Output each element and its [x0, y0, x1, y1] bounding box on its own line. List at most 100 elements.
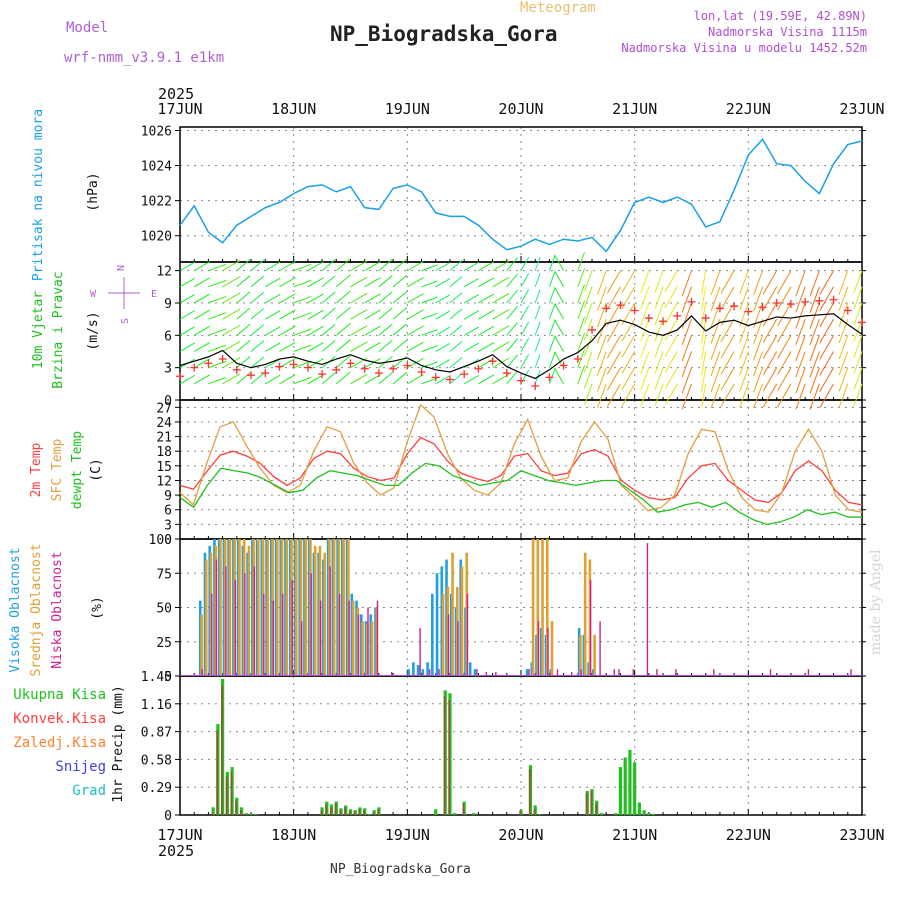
precip-total-bar [623, 757, 627, 815]
year-label-bottom: 2025 [158, 842, 194, 860]
precip-total-bar [249, 814, 253, 815]
precip-legend-item: Konvek.Kisa [13, 711, 106, 727]
wind-arrow [681, 286, 692, 313]
wind-arrow [606, 302, 621, 326]
wind-arrow [407, 309, 424, 320]
wind-arrow [463, 310, 479, 320]
model-elevation-text: Nadmorska Visina u modelu 1452.52m [621, 41, 867, 55]
cloud-low-bar [225, 566, 227, 676]
cloud-low-bar [632, 669, 634, 676]
cloud-low-bar [613, 669, 615, 676]
wind-arrow [407, 293, 424, 304]
wind-arrow [250, 324, 265, 336]
wind-arrow [710, 383, 721, 409]
cloud-low-bar [301, 621, 303, 676]
precip-convective-bar [244, 814, 247, 815]
wind-arrow [364, 374, 381, 385]
wind-axis-title-1: 10m Vjetar [31, 291, 46, 369]
cloud-mid-bar [332, 539, 336, 676]
x-tick-label-top: 18JUN [271, 100, 316, 118]
cloud-high-bar [421, 669, 425, 676]
y-tick-label: 0.29 [141, 781, 172, 796]
wind-arrow [193, 374, 210, 385]
wind-arrow [664, 286, 678, 309]
cloud-high-bar [459, 559, 463, 676]
gust-marker [502, 369, 511, 378]
wind-arrow [606, 318, 621, 343]
wind-arrow [577, 284, 586, 304]
wind-arrow [739, 335, 749, 360]
y-tick-label: 75 [156, 567, 172, 582]
wind-arrow [577, 268, 586, 287]
wind-arrow [584, 335, 593, 357]
wind-arrow [753, 351, 764, 377]
wind-arrow [435, 326, 450, 336]
cloud-mid-bar [588, 559, 592, 676]
wind-arrow [795, 286, 806, 313]
gust-marker [801, 297, 810, 306]
wind-arrow [838, 302, 849, 328]
cloud-mid-bar [550, 621, 554, 676]
cloud-low-bar [253, 566, 256, 676]
cloud-high-bar [412, 662, 415, 676]
cloud-mid-bar [257, 539, 260, 676]
wind-arrow [654, 351, 664, 374]
precip-total-bar [538, 814, 542, 815]
wind-arrow [193, 261, 210, 272]
precip-total-bar [628, 749, 632, 815]
wind-arrow [307, 309, 324, 320]
wind-arrow [293, 328, 312, 336]
gust-marker [559, 361, 568, 370]
precip-convective-bar [225, 776, 228, 815]
wind-arrow [506, 322, 518, 336]
gust-marker [445, 375, 454, 384]
cloud-high-bar [255, 539, 259, 676]
precip-total-bar [618, 767, 623, 815]
cloud-low-bar [234, 580, 237, 676]
wind-arrow [492, 325, 510, 336]
gust-marker [303, 363, 312, 372]
x-tick-label-top: 23JUN [839, 100, 884, 118]
wind-arrow [853, 335, 863, 358]
wind-arrow [463, 374, 479, 385]
wind-arrow [654, 318, 664, 342]
wind-arrow [640, 302, 650, 326]
gust-marker [176, 372, 184, 381]
cloud-high-bar [288, 539, 292, 676]
gust-marker [858, 318, 866, 327]
precip-total-bar [647, 813, 651, 815]
precip-total-bar [599, 813, 604, 815]
y-tick-label: 1.45 [141, 670, 172, 685]
gust-marker [204, 359, 213, 368]
wind-arrow [819, 318, 835, 344]
gust-marker [772, 298, 781, 307]
wind-arrow [701, 367, 707, 392]
x-tick-label-top: 17JUN [157, 100, 202, 118]
wind-arrow [350, 309, 368, 320]
wind-arrow [222, 340, 241, 352]
gust-marker [232, 365, 241, 374]
cloud-low-axis-title: Niska Oblacnost [50, 551, 65, 668]
cloud-high-axis-title: Visoka Oblacnost [8, 547, 23, 672]
wind-arrow [392, 258, 408, 272]
precip-convective-bar [448, 699, 451, 815]
precip-convective-bar [372, 812, 375, 815]
wind-arrow [193, 309, 210, 320]
cloud-high-bar [331, 539, 335, 676]
wind-arrow [321, 340, 336, 352]
y-tick-label: 0 [164, 670, 172, 685]
wind-arrow [264, 374, 281, 385]
cloud-mid-bar [446, 586, 450, 676]
gust-marker [417, 367, 426, 376]
wind-arrow [838, 351, 849, 376]
wind-arrow [506, 338, 518, 352]
wind-arrow [701, 270, 707, 295]
gust-marker [843, 306, 852, 315]
precip-convective-bar [533, 809, 536, 815]
cloud-low-bar [528, 669, 530, 676]
wind-arrow [597, 367, 607, 392]
wind-arrow [584, 286, 593, 308]
wind-arrow [378, 339, 393, 352]
x-tick-label-bottom: 22JUN [726, 826, 771, 844]
wind-arrow [701, 286, 707, 311]
